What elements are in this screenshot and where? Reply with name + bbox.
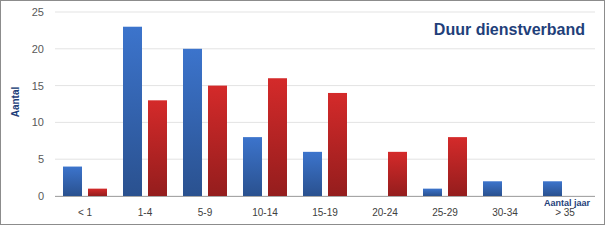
x-tick-label: < 1 xyxy=(78,207,93,218)
frame xyxy=(1,1,605,225)
bar xyxy=(303,152,322,196)
bar xyxy=(88,189,107,196)
x-tick-label: 10-14 xyxy=(252,207,278,218)
bar xyxy=(63,167,82,196)
chart-svg: 0 5 10 15 20 25 < 1 1-4 5-9 10-14 15-19 20-24 25-29 3… xyxy=(0,0,605,225)
x-tick-label: 20-24 xyxy=(372,207,398,218)
x-tick-label: 15-19 xyxy=(312,207,338,218)
x-tick-label: 30-34 xyxy=(492,207,518,218)
bar xyxy=(328,93,347,196)
bars xyxy=(63,27,562,196)
x-tick-label: 1-4 xyxy=(138,207,153,218)
bar xyxy=(448,137,467,196)
x-tick-label: 25-29 xyxy=(432,207,458,218)
chart-container: 0 5 10 15 20 25 < 1 1-4 5-9 10-14 15-19 20-24 25-29 3… xyxy=(0,0,605,225)
x-axis-label: Aantal jaar xyxy=(544,198,591,208)
bar xyxy=(423,189,442,196)
x-tick-label: > 35 xyxy=(555,207,575,218)
bar xyxy=(183,49,202,196)
bar xyxy=(268,78,287,196)
y-tick-label: 25 xyxy=(32,6,44,18)
bar xyxy=(543,181,562,196)
y-tick-label: 15 xyxy=(32,80,44,92)
bar xyxy=(123,27,142,196)
y-tick-label: 10 xyxy=(32,116,44,128)
y-tick-label: 20 xyxy=(32,43,44,55)
x-tick-label: 5-9 xyxy=(198,207,213,218)
x-axis-line xyxy=(55,196,595,197)
y-axis-label: Aantal xyxy=(10,86,21,117)
bar xyxy=(363,196,382,197)
bar xyxy=(148,100,167,196)
y-tick-label: 0 xyxy=(38,190,44,202)
bar xyxy=(208,86,227,196)
bar xyxy=(483,181,502,196)
bar xyxy=(568,196,587,197)
bar xyxy=(243,137,262,196)
title: Duur dienstverband xyxy=(434,21,585,38)
grid-line xyxy=(55,12,595,13)
bar xyxy=(388,152,407,196)
y-tick-label: 5 xyxy=(38,153,44,165)
bar xyxy=(508,196,527,197)
